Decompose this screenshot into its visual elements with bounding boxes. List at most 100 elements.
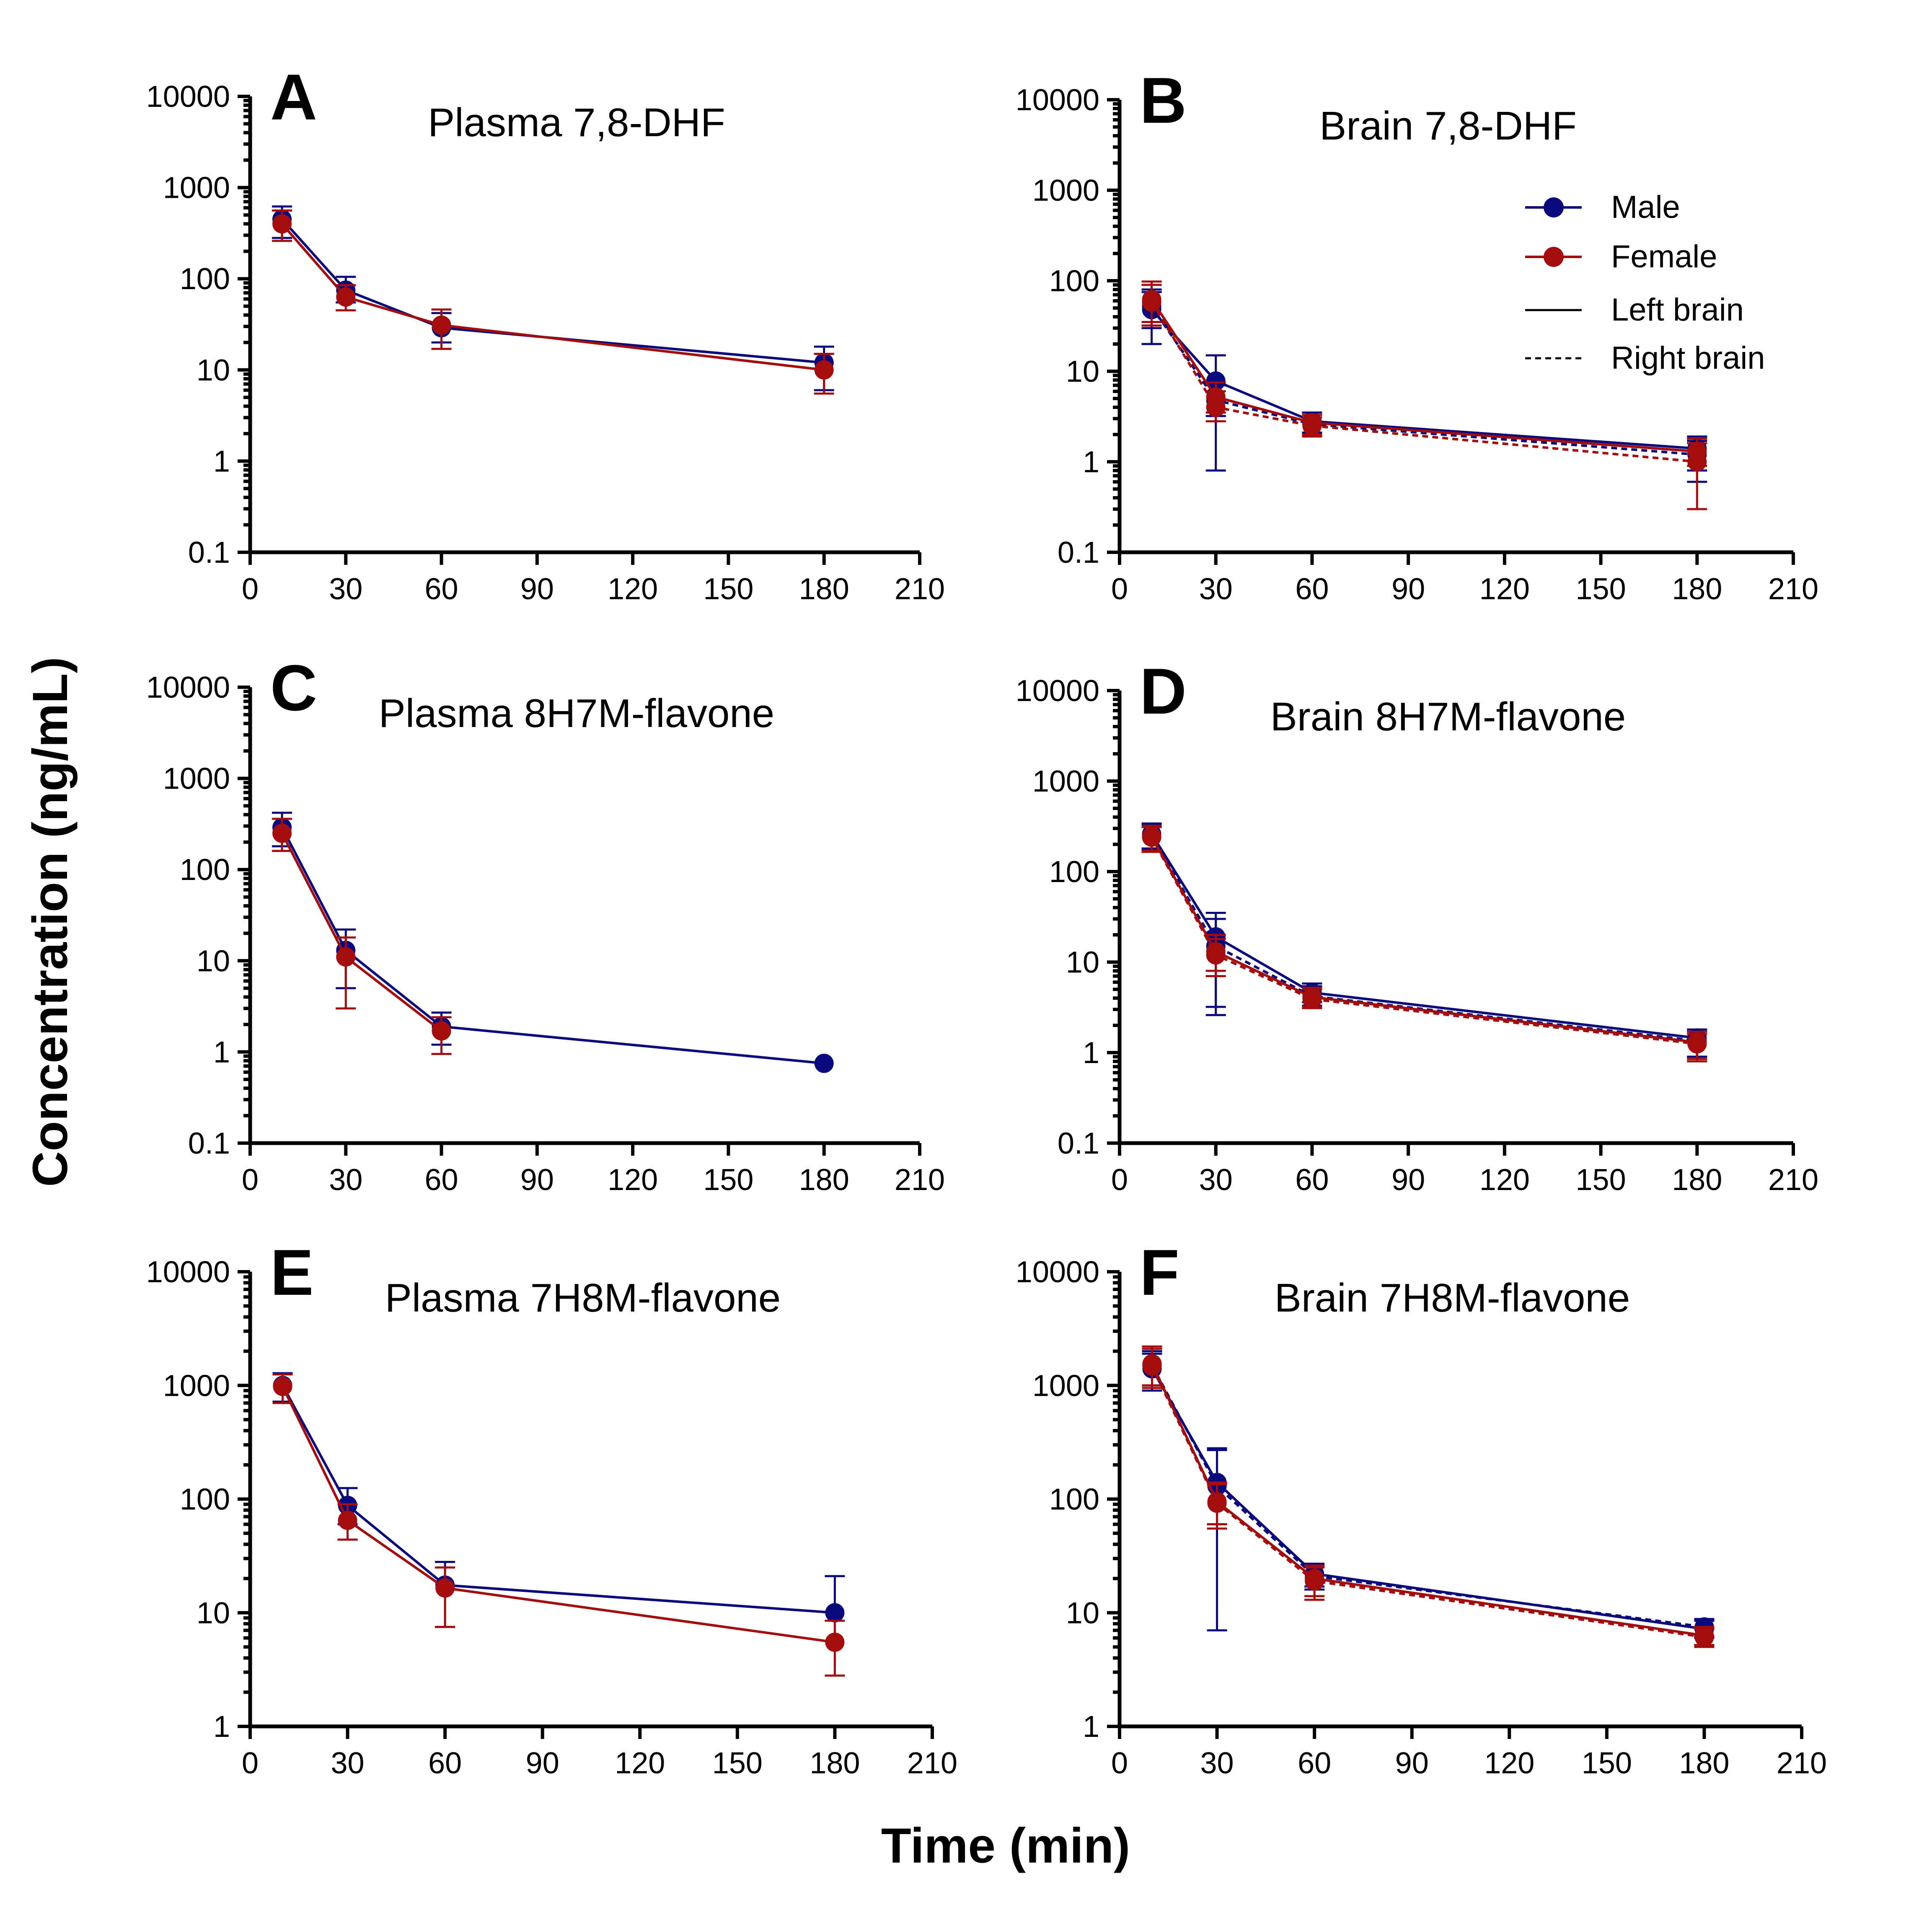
x-tick-label: 30 <box>329 1163 362 1197</box>
data-point <box>1207 1493 1227 1513</box>
panel-letter-b: B <box>1140 64 1187 137</box>
series-line <box>281 1384 835 1614</box>
series-line <box>281 827 825 1065</box>
data-point <box>814 360 834 380</box>
panel-c: 0.1 1 10 100 1000 10000 0 30 60 90 120 150 180 210 C Pl… <box>146 652 945 1197</box>
data-point <box>814 1053 834 1073</box>
y-tick-label: 10 <box>1066 946 1099 979</box>
series-line <box>1150 835 1697 1042</box>
data-point <box>272 214 292 234</box>
x-tick-label: 210 <box>1777 1747 1827 1780</box>
y-tick-label: 1000 <box>1032 765 1099 798</box>
series-female-dashed <box>1142 1348 1715 1648</box>
x-tick-label: 90 <box>520 1163 554 1197</box>
x-tick-label: 60 <box>1298 1747 1331 1780</box>
panel-e: 1 10 100 1000 10000 0 30 60 90 120 150 180 210 E Plasm… <box>146 1236 957 1780</box>
series-line <box>281 1386 835 1644</box>
x-tick-label: 150 <box>1576 572 1626 606</box>
series-line <box>281 218 824 364</box>
y-tick-label: 100 <box>180 262 230 296</box>
data-point <box>1142 292 1161 312</box>
series-male-solid <box>1141 822 1707 1058</box>
x-tick-label: 120 <box>615 1747 665 1780</box>
legend-female-label: Female <box>1611 239 1717 274</box>
x-tick-label: 120 <box>1484 1747 1534 1780</box>
data-point <box>432 315 451 335</box>
panel-letter-c: C <box>270 652 317 724</box>
x-tick-label: 30 <box>1200 1747 1234 1780</box>
y-tick-label: 10000 <box>1016 83 1099 117</box>
x-tick-label: 180 <box>1679 1747 1729 1780</box>
data-point <box>435 1578 455 1598</box>
x-tick-label: 0 <box>242 1163 259 1197</box>
x-tick-label: 90 <box>520 572 554 606</box>
y-tick-label: 1 <box>213 445 230 478</box>
x-tick-label: 30 <box>329 572 362 606</box>
series-line <box>281 223 825 371</box>
panel-a: 0.1 1 10 100 1000 10000 0 30 60 90 120 150 180 210 A Pl… <box>146 61 945 606</box>
x-tick-label: 150 <box>712 1747 763 1780</box>
y-tick-label: 10 <box>197 944 230 978</box>
y-tick-label: 1000 <box>163 762 230 796</box>
data-point <box>825 1603 845 1622</box>
y-tick-label: 10 <box>197 1596 230 1630</box>
x-tick-label: 120 <box>608 572 658 606</box>
panel-title-f: Brain 7H8M-flavone <box>1275 1276 1630 1320</box>
data-point <box>1687 1034 1707 1054</box>
data-point <box>336 947 356 967</box>
y-tick-label: 10 <box>1066 1596 1099 1630</box>
x-tick-label: 0 <box>1111 572 1128 606</box>
x-tick-label: 0 <box>242 1747 259 1780</box>
series-line <box>1151 301 1697 463</box>
data-point <box>1142 1356 1162 1376</box>
x-tick-label: 60 <box>428 1747 462 1780</box>
data-point <box>1302 989 1322 1009</box>
y-tick-label: 100 <box>1049 264 1099 298</box>
legend: Male Female Left brain Right brain <box>1525 189 1765 376</box>
x-tick-label: 180 <box>799 1163 849 1197</box>
data-point <box>338 1511 357 1530</box>
y-tick-label: 100 <box>1049 1483 1099 1516</box>
y-tick-label: 100 <box>180 853 230 887</box>
legend-left-label: Left brain <box>1611 292 1744 328</box>
panel-title-d: Brain 8H7M-flavone <box>1270 694 1626 739</box>
legend-right-label: Right brain <box>1611 340 1765 376</box>
series-line <box>1151 305 1697 456</box>
series-line <box>1151 1365 1704 1638</box>
data-point <box>1687 452 1707 471</box>
series-line <box>1151 299 1697 453</box>
series-line <box>1151 1365 1704 1628</box>
y-tick-label: 1000 <box>1032 174 1099 207</box>
series-male-solid <box>272 812 834 1073</box>
y-tick-label: 1 <box>213 1710 230 1744</box>
x-tick-label: 120 <box>1479 572 1530 606</box>
data-point <box>1305 1571 1324 1591</box>
data-point <box>432 1021 451 1041</box>
y-tick-label: 10000 <box>146 80 230 114</box>
x-tick-label: 0 <box>1111 1163 1128 1197</box>
y-tick-label: 10000 <box>1016 1255 1099 1289</box>
y-tick-label: 10 <box>197 354 230 387</box>
data-point <box>1206 945 1226 965</box>
series-female-solid <box>272 1373 845 1677</box>
series-male-solid <box>272 1372 845 1628</box>
x-tick-label: 30 <box>1199 1163 1233 1197</box>
panel-title-a: Plasma 7,8-DHF <box>428 100 725 145</box>
y-tick-label: 100 <box>180 1483 230 1516</box>
series-female-dashed <box>1141 284 1707 510</box>
y-tick-label: 1 <box>1083 1036 1099 1070</box>
x-tick-label: 60 <box>425 1163 458 1197</box>
x-tick-label: 90 <box>1391 572 1425 606</box>
x-tick-label: 180 <box>799 572 849 606</box>
series-female-solid <box>272 209 834 395</box>
x-tick-label: 0 <box>1111 1747 1128 1780</box>
y-tick-label: 1 <box>1083 1710 1099 1744</box>
y-tick-label: 1000 <box>163 171 230 205</box>
x-tick-label: 210 <box>907 1747 957 1780</box>
x-tick-label: 150 <box>703 1163 753 1197</box>
panel-title-e: Plasma 7H8M-flavone <box>385 1276 781 1320</box>
y-tick-label: 10000 <box>1016 674 1099 708</box>
panel-letter-d: D <box>1140 655 1187 727</box>
